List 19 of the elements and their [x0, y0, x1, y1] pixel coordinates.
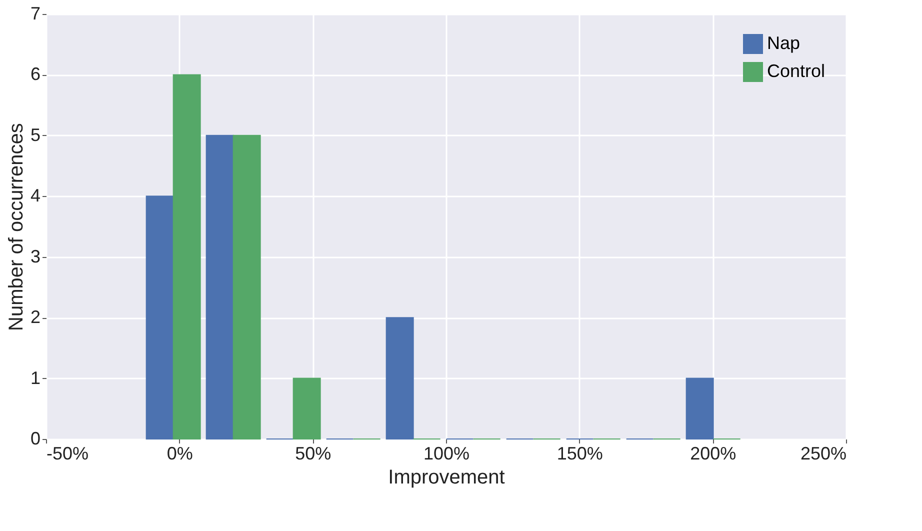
- x-tick-label: 0%: [166, 444, 193, 464]
- x-tick-label: 250%: [800, 444, 846, 464]
- x-tick-label: -50%: [46, 444, 89, 464]
- x-tick-label: 150%: [556, 444, 603, 464]
- legend-label: Nap: [767, 33, 800, 53]
- y-tick-label: 2: [30, 307, 40, 328]
- legend-label: Control: [767, 61, 826, 81]
- y-axis-title: Number of occurrences: [5, 123, 28, 331]
- y-tick-label: 4: [30, 186, 40, 206]
- x-tick-label: 200%: [690, 444, 736, 464]
- y-tick-label: 3: [30, 246, 40, 266]
- x-tick-label: 100%: [423, 444, 470, 464]
- y-tick-label: 7: [30, 4, 40, 24]
- y-tick-label: 1: [30, 368, 40, 388]
- y-tick-label: 5: [30, 124, 40, 145]
- y-tick-label: 0: [30, 428, 40, 448]
- y-tick-label: 6: [30, 64, 40, 84]
- x-tick-label: 50%: [295, 444, 332, 464]
- x-axis-title: Improvement: [388, 466, 506, 488]
